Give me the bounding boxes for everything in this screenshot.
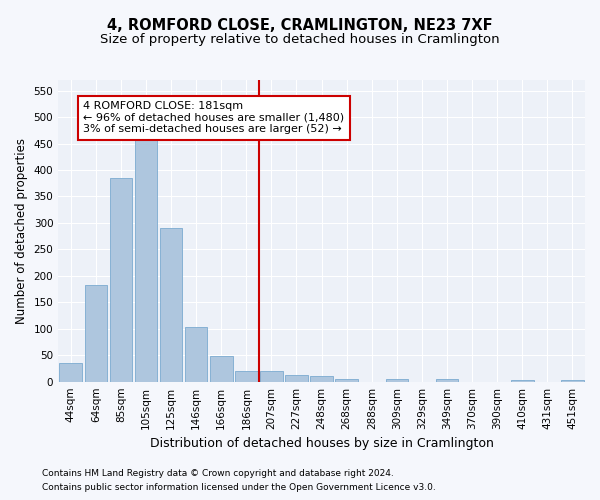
Bar [210,356,233,382]
Bar [511,380,533,382]
Bar [134,140,157,382]
Y-axis label: Number of detached properties: Number of detached properties [15,138,28,324]
Bar [335,379,358,382]
Bar [285,375,308,382]
Text: 4, ROMFORD CLOSE, CRAMLINGTON, NE23 7XF: 4, ROMFORD CLOSE, CRAMLINGTON, NE23 7XF [107,18,493,32]
Bar [110,178,132,382]
Bar [85,285,107,382]
Text: Contains public sector information licensed under the Open Government Licence v3: Contains public sector information licen… [42,484,436,492]
X-axis label: Distribution of detached houses by size in Cramlington: Distribution of detached houses by size … [149,437,494,450]
Bar [235,371,257,382]
Text: 4 ROMFORD CLOSE: 181sqm
← 96% of detached houses are smaller (1,480)
3% of semi-: 4 ROMFORD CLOSE: 181sqm ← 96% of detache… [83,101,344,134]
Bar [436,379,458,382]
Bar [561,380,584,382]
Bar [160,228,182,382]
Bar [310,376,333,382]
Bar [185,326,208,382]
Bar [59,363,82,382]
Bar [260,371,283,382]
Bar [386,379,408,382]
Text: Contains HM Land Registry data © Crown copyright and database right 2024.: Contains HM Land Registry data © Crown c… [42,468,394,477]
Text: Size of property relative to detached houses in Cramlington: Size of property relative to detached ho… [100,32,500,46]
